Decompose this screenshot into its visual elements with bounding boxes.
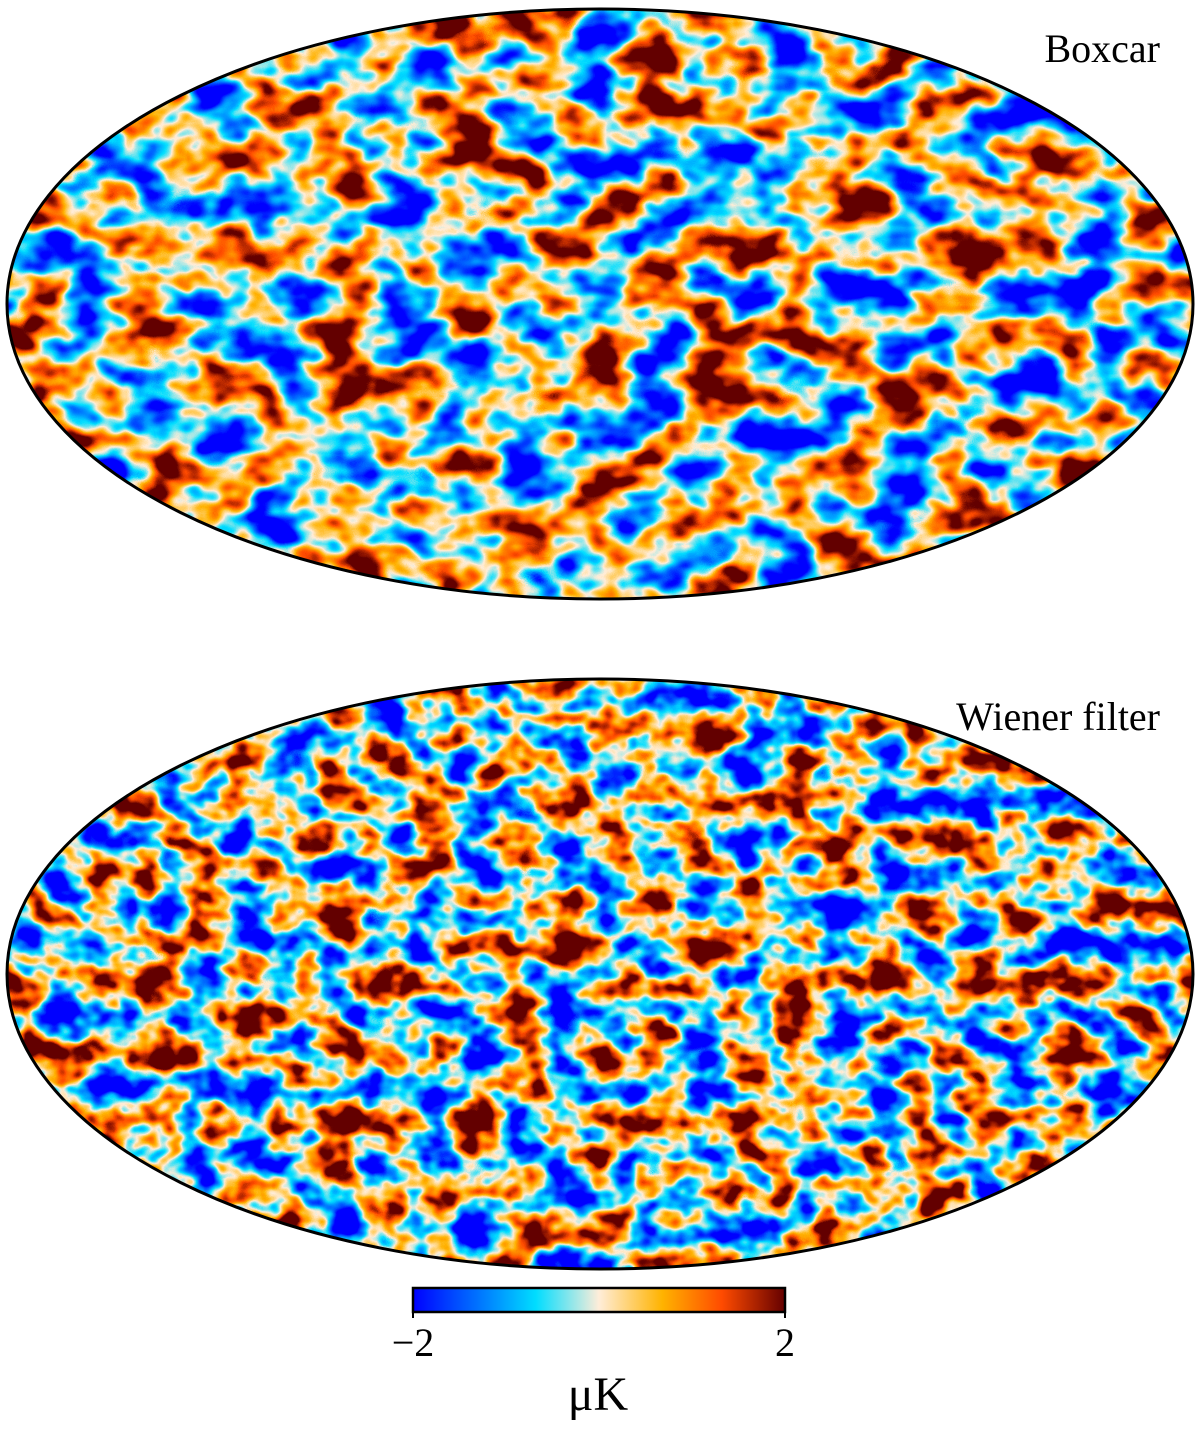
colorbar-tick-label: 2 bbox=[775, 1320, 795, 1365]
colorbar-label: μK bbox=[568, 1368, 629, 1421]
panel-label: Boxcar bbox=[1044, 26, 1160, 71]
colorbar-tick-label: −2 bbox=[392, 1320, 435, 1365]
colorbar bbox=[411, 1286, 787, 1314]
map-wiener bbox=[5, 677, 1195, 1271]
panel-label: Wiener filter bbox=[956, 694, 1160, 739]
map-boxcar bbox=[5, 7, 1195, 601]
